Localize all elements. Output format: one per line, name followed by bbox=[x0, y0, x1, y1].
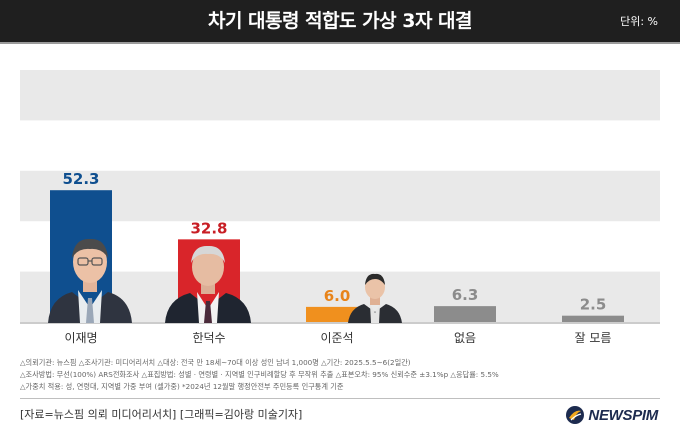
value-label: 6.0 bbox=[324, 287, 351, 305]
category-label: 없음 bbox=[454, 331, 476, 345]
category-label: 이재명 bbox=[64, 331, 97, 345]
grid-bands bbox=[20, 70, 660, 322]
newspim-logo-icon bbox=[566, 406, 585, 424]
survey-notes: △의뢰기관: 뉴스핌 △조사기관: 미디어리서치 △대상: 전국 만 18세~7… bbox=[20, 357, 660, 393]
category-label: 한덕수 bbox=[192, 331, 225, 345]
value-labels: 52.3 32.8 6.0 6.3 2.5 bbox=[62, 170, 606, 313]
note-line: △조사방법: 무선(100%) ARS전화조사 △표집방법: 성별 · 연령별 … bbox=[20, 370, 499, 379]
value-label: 2.5 bbox=[580, 296, 607, 314]
value-label: 6.3 bbox=[452, 286, 479, 304]
unit-label: 단위: % bbox=[620, 15, 658, 28]
header-bar: 차기 대통령 적합도 가상 3자 대결 단위: % bbox=[0, 0, 680, 42]
bar-1 bbox=[50, 190, 112, 322]
value-label: 52.3 bbox=[62, 170, 99, 188]
grid-band bbox=[20, 70, 660, 121]
value-label: 32.8 bbox=[190, 219, 227, 237]
category-label: 이준석 bbox=[320, 331, 353, 345]
bar-5 bbox=[562, 315, 624, 322]
bar-4 bbox=[434, 306, 496, 322]
footer-divider bbox=[20, 398, 660, 399]
source-credit: [자료=뉴스핌 의뢰 미디어리서치] [그래픽=김아랑 미술기자] bbox=[20, 408, 303, 421]
brand-logo: NEWSPIM bbox=[565, 403, 658, 427]
note-line: △의뢰기관: 뉴스핌 △조사기관: 미디어리서치 △대상: 전국 만 18세~7… bbox=[20, 358, 411, 367]
grid-band bbox=[20, 170, 660, 222]
note-line: △가중치 적용: 성, 연령대, 지역별 가중 부여 (셀가중) *2024년 … bbox=[20, 382, 344, 391]
chart-title: 차기 대통령 적합도 가상 3자 대결 bbox=[207, 10, 473, 32]
category-labels: 이재명 한덕수 이준석 없음 잘 모름 bbox=[64, 331, 611, 345]
logo-text: NEWSPIM bbox=[588, 406, 658, 424]
bar-3 bbox=[306, 306, 368, 322]
bar-2 bbox=[178, 239, 240, 322]
category-label: 잘 모름 bbox=[575, 331, 612, 345]
